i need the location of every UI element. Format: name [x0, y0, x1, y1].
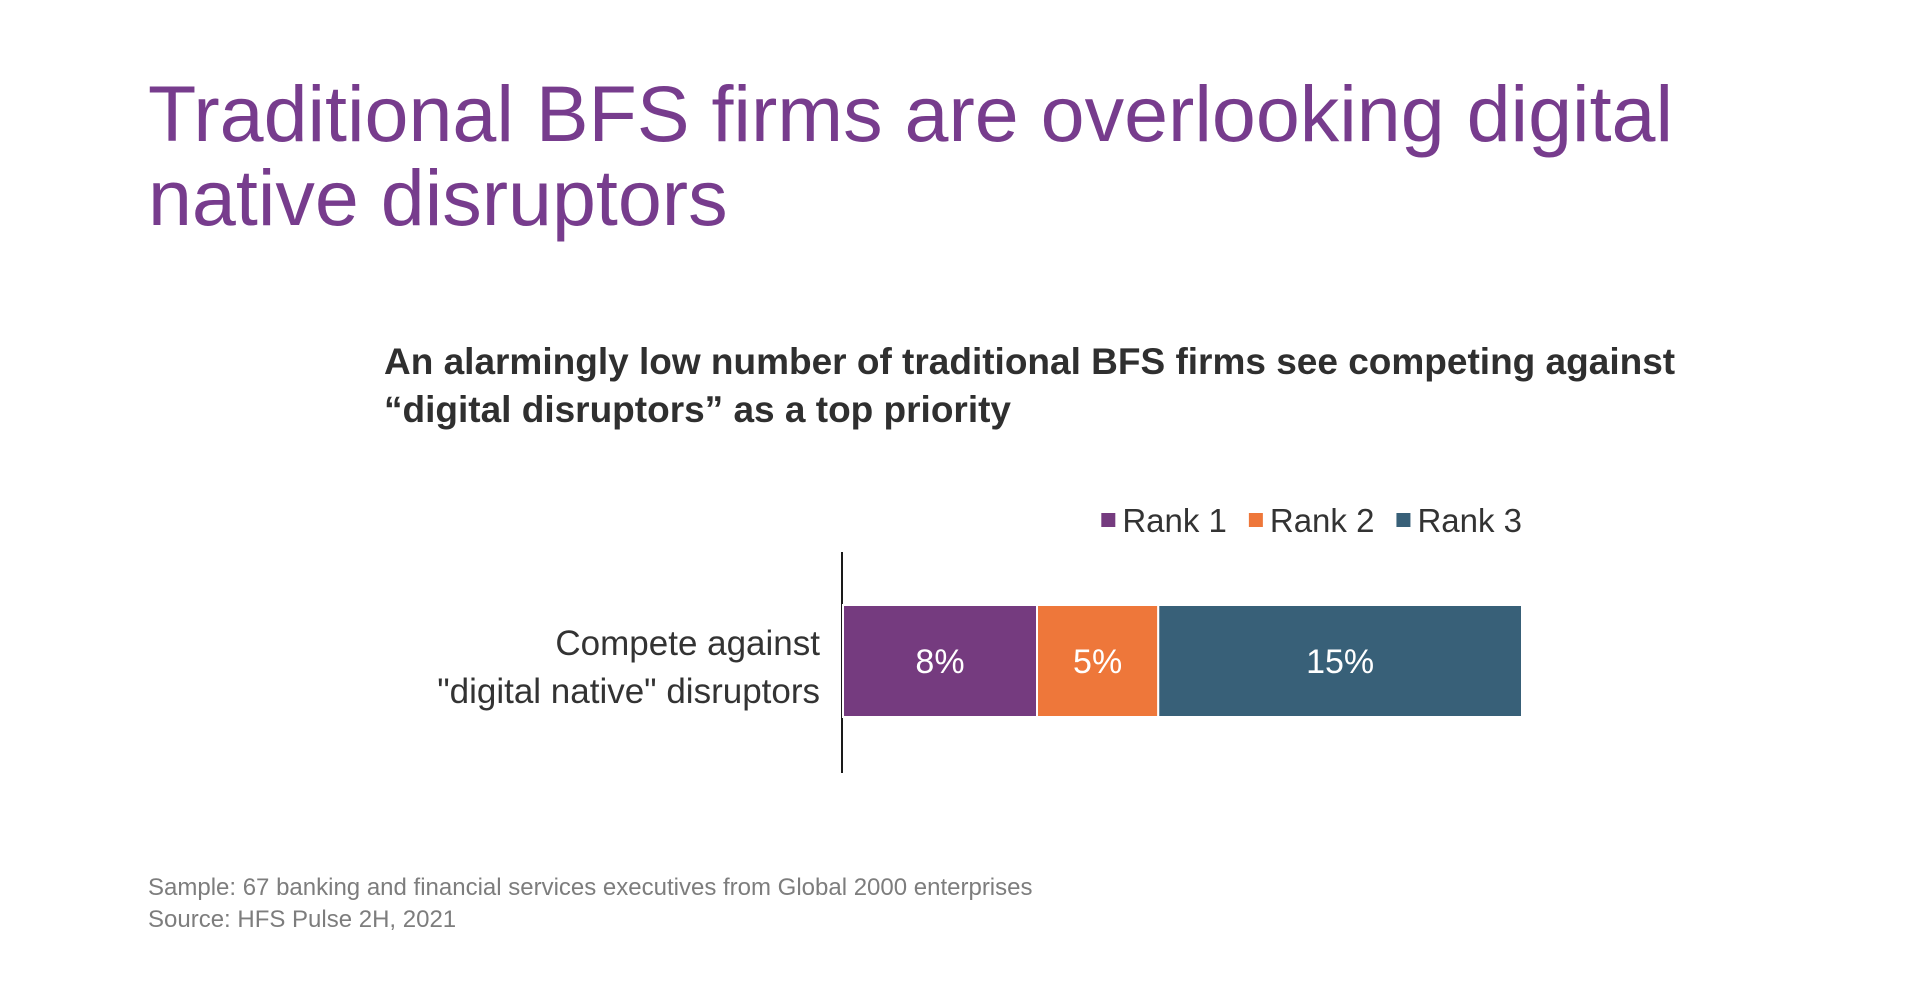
- bar-segment-rank-1: [842, 604, 1038, 718]
- footnotes: Sample: 67 banking and financial service…: [148, 872, 1032, 936]
- bar-segments: [842, 604, 1523, 718]
- legend-swatch-rank-2: [1248, 513, 1263, 527]
- data-label-rank-1: 8%: [915, 643, 964, 681]
- category-labels: Compete against "digital native" disrupto…: [437, 624, 820, 711]
- category-label: Compete against "digital native" disrupto…: [437, 624, 820, 711]
- legend-label-rank-1: Rank 1: [1122, 502, 1227, 539]
- bar-segment-rank-2: [1036, 604, 1160, 718]
- legend-label-rank-3: Rank 3: [1417, 502, 1522, 539]
- bar-segment-rank-3: [1157, 604, 1523, 718]
- legend-swatch-rank-1: [1101, 513, 1116, 527]
- legend-label-rank-2: Rank 2: [1270, 502, 1375, 539]
- data-label-rank-2: 5%: [1073, 643, 1122, 681]
- data-label-rank-3: 15%: [1306, 643, 1374, 681]
- data-labels: 8% 5% 15%: [915, 643, 1374, 681]
- chart-legend: Rank 1 Rank 2 Rank 3: [1101, 502, 1522, 539]
- chart-title: An alarmingly low number of traditional …: [384, 341, 1676, 430]
- sample-note: Sample: 67 banking and financial service…: [148, 874, 1033, 901]
- legend-swatch-rank-3: [1396, 513, 1411, 527]
- source-note: Source: HFS Pulse 2H, 2021: [148, 906, 457, 933]
- slide-title: Traditional BFS firms are overlooking di…: [148, 69, 1674, 242]
